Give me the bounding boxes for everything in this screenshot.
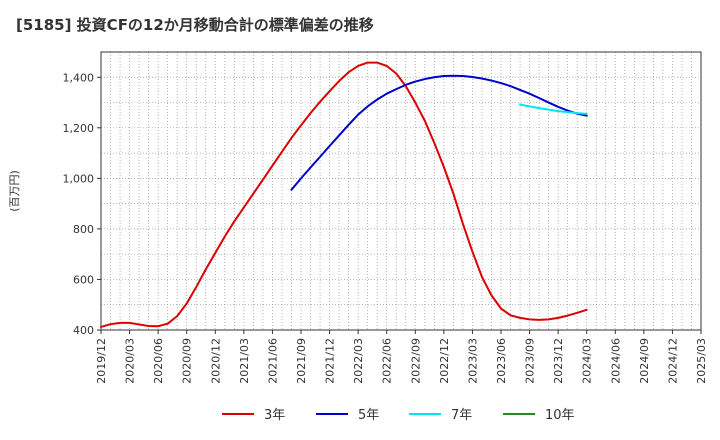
series-line-7年	[519, 103, 588, 115]
x-tick-label: 2021/09	[295, 338, 308, 384]
y-tick-label: 1,400	[63, 71, 95, 84]
y-tick-label: 1,000	[63, 172, 95, 185]
y-axis-label: (百万円)	[8, 170, 21, 212]
y-tick-label: 400	[73, 324, 94, 337]
plot-area	[101, 52, 701, 330]
x-tick-label: 2020/09	[181, 338, 194, 384]
x-tick-label: 2024/12	[666, 338, 679, 384]
x-tick-label: 2022/03	[352, 338, 365, 384]
x-tick-label: 2021/06	[266, 338, 279, 384]
x-tick-label: 2023/12	[552, 338, 565, 384]
x-tick-label: 2024/06	[609, 338, 622, 384]
y-tick-label: 600	[73, 273, 94, 286]
y-tick-label: 1,200	[63, 122, 95, 135]
legend-label: 10年	[545, 408, 575, 423]
x-tick-label: 2024/03	[581, 338, 594, 384]
x-tick-label: 2020/06	[152, 338, 165, 384]
x-tick-label: 2019/12	[95, 338, 108, 384]
x-tick-label: 2025/03	[695, 338, 708, 384]
y-tick-label: 800	[73, 223, 94, 236]
x-tick-label: 2023/09	[524, 338, 537, 384]
chart-title: [5185] 投資CFの12か月移動合計の標準偏差の推移	[16, 16, 374, 34]
x-tick-label: 2021/12	[324, 338, 337, 384]
x-tick-label: 2023/03	[466, 338, 479, 384]
series-line-3年	[100, 61, 588, 328]
x-tick-label: 2020/03	[124, 338, 137, 384]
x-tick-label: 2020/12	[209, 338, 222, 384]
x-tick-label: 2023/06	[495, 338, 508, 384]
legend-label: 5年	[358, 408, 379, 423]
legend-label: 7年	[451, 408, 472, 423]
x-tick-label: 2022/06	[381, 338, 394, 384]
x-tick-label: 2024/09	[638, 338, 651, 384]
series-line-5年	[290, 74, 588, 191]
plot-frame	[100, 51, 702, 331]
x-tick-label: 2022/09	[409, 338, 422, 384]
x-tick-label: 2022/12	[438, 338, 451, 384]
x-tick-label: 2021/03	[238, 338, 251, 384]
legend-label: 3年	[264, 408, 285, 423]
